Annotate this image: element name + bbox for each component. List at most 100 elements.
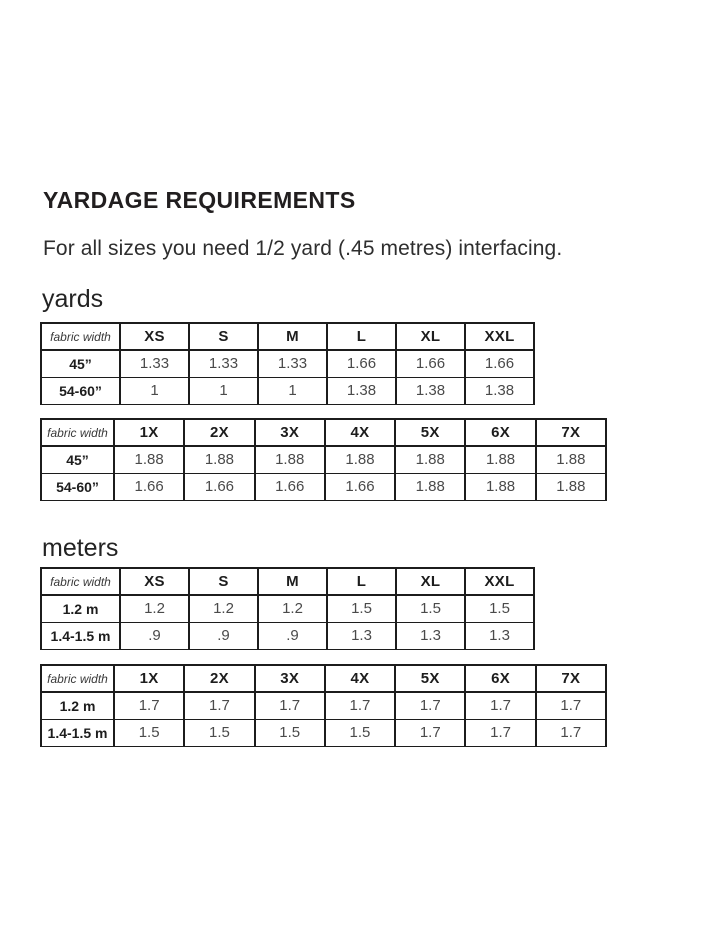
yardage-value-cell: .9 <box>188 621 259 650</box>
fabric-width-row-label: 1.4-1.5 m <box>40 718 115 747</box>
yardage-value-cell: 1.7 <box>394 691 467 720</box>
yardage-value-cell: 1.7 <box>464 691 537 720</box>
table-header-row: fabric width 1X 2X 3X 4X 5X 6X 7X <box>40 664 608 693</box>
fabric-width-row-label: 54-60” <box>40 376 121 405</box>
yardage-value-cell: 1.2 <box>119 594 190 623</box>
table-row: 54-60” 1 1 1 1.38 1.38 1.38 <box>40 376 535 405</box>
yardage-value-cell: 1.38 <box>395 376 466 405</box>
yardage-value-cell: 1.88 <box>394 445 467 474</box>
yardage-value-cell: 1.66 <box>253 472 326 501</box>
size-header-m: M <box>257 567 328 596</box>
table-row: 45” 1.88 1.88 1.88 1.88 1.88 1.88 1.88 <box>40 445 608 474</box>
yardage-value-cell: 1.7 <box>112 691 186 720</box>
fabric-width-corner-label: fabric width <box>40 567 121 596</box>
table-row: 1.2 m 1.7 1.7 1.7 1.7 1.7 1.7 1.7 <box>40 691 608 720</box>
yardage-value-cell: 1.5 <box>326 594 397 623</box>
size-header-l: L <box>326 322 397 351</box>
yardage-value-cell: 1.5 <box>112 718 186 747</box>
yardage-value-cell: 1.5 <box>253 718 326 747</box>
yardage-value-cell: 1.7 <box>183 691 256 720</box>
yardage-value-cell: 1.66 <box>395 349 466 378</box>
size-header-s: S <box>188 567 259 596</box>
yardage-value-cell: 1.5 <box>183 718 256 747</box>
size-header-l: L <box>326 567 397 596</box>
yardage-value-cell: 1.7 <box>464 718 537 747</box>
yardage-value-cell: 1.88 <box>534 445 608 474</box>
yardage-value-cell: 1.88 <box>183 445 256 474</box>
yardage-value-cell: 1.2 <box>188 594 259 623</box>
yardage-value-cell: .9 <box>257 621 328 650</box>
yardage-value-cell: .9 <box>119 621 190 650</box>
yardage-value-cell: 1.7 <box>323 691 397 720</box>
fabric-width-row-label: 54-60” <box>40 472 115 501</box>
yardage-value-cell: 1.5 <box>464 594 535 623</box>
yardage-value-cell: 1.66 <box>326 349 397 378</box>
fabric-width-corner-label: fabric width <box>40 418 115 447</box>
yardage-value-cell: 1 <box>257 376 328 405</box>
yardage-value-cell: 1.2 <box>257 594 328 623</box>
table-header-row: fabric width XS S M L XL XXL <box>40 567 535 596</box>
size-header-xs: XS <box>119 322 190 351</box>
size-header-6x: 6X <box>464 418 537 447</box>
size-header-xs: XS <box>119 567 190 596</box>
fabric-width-row-label: 45” <box>40 349 121 378</box>
yards-standard-sizes-table: fabric width XS S M L XL XXL 45” 1.33 1.33 1.33 1.6… <box>40 322 535 405</box>
yardage-value-cell: 1.3 <box>464 621 535 650</box>
size-header-xxl: XXL <box>464 567 535 596</box>
size-header-1x: 1X <box>112 418 186 447</box>
yardage-value-cell: 1.7 <box>253 691 326 720</box>
yardage-value-cell: 1.5 <box>323 718 397 747</box>
table-row: 45” 1.33 1.33 1.33 1.66 1.66 1.66 <box>40 349 535 378</box>
yardage-value-cell: 1.88 <box>253 445 326 474</box>
yards-plus-sizes-table: fabric width 1X 2X 3X 4X 5X 6X 7X 45” 1.88 1.88 1.8… <box>40 418 608 501</box>
table-header-row: fabric width 1X 2X 3X 4X 5X 6X 7X <box>40 418 608 447</box>
size-header-s: S <box>188 322 259 351</box>
size-header-xxl: XXL <box>464 322 535 351</box>
size-header-6x: 6X <box>464 664 537 693</box>
meters-plus-sizes-table: fabric width 1X 2X 3X 4X 5X 6X 7X 1.2 m 1.7 1.7 1.7… <box>40 664 608 747</box>
size-header-3x: 3X <box>253 664 326 693</box>
yardage-value-cell: 1.33 <box>257 349 328 378</box>
table-row: 1.4-1.5 m .9.9.9 1.3 1.3 1.3 <box>40 621 535 650</box>
yardage-value-cell: 1.88 <box>464 445 537 474</box>
yardage-value-cell: 1.88 <box>534 472 608 501</box>
size-header-xl: XL <box>395 322 466 351</box>
fabric-width-corner-label: fabric width <box>40 322 121 351</box>
size-header-2x: 2X <box>183 418 256 447</box>
size-header-7x: 7X <box>534 418 608 447</box>
size-header-4x: 4X <box>323 664 397 693</box>
yardage-value-cell: 1.38 <box>326 376 397 405</box>
table-row: 54-60” 1.66 1.66 1.66 1.66 1.88 1.88 1.88 <box>40 472 608 501</box>
interfacing-note: For all sizes you need 1/2 yard (.45 met… <box>43 237 563 260</box>
page-title: YARDAGE REQUIREMENTS <box>43 187 356 213</box>
yardage-value-cell: 1.3 <box>326 621 397 650</box>
size-header-4x: 4X <box>323 418 397 447</box>
fabric-width-row-label: 1.2 m <box>40 691 115 720</box>
size-header-5x: 5X <box>394 418 467 447</box>
yardage-value-cell: 1.7 <box>534 718 608 747</box>
size-header-1x: 1X <box>112 664 186 693</box>
size-header-7x: 7X <box>534 664 608 693</box>
fabric-width-row-label: 1.4-1.5 m <box>40 621 121 650</box>
yardage-value-cell: 1.7 <box>534 691 608 720</box>
yardage-value-cell: 1.33 <box>188 349 259 378</box>
yardage-value-cell: 1.3 <box>395 621 466 650</box>
fabric-width-corner-label: fabric width <box>40 664 115 693</box>
table-row: 1.2 m 1.2 1.2 1.2 1.5 1.5 1.5 <box>40 594 535 623</box>
yardage-value-cell: 1.7 <box>394 718 467 747</box>
yardage-value-cell: 1.88 <box>323 445 397 474</box>
yardage-value-cell: 1.66 <box>183 472 256 501</box>
size-header-3x: 3X <box>253 418 326 447</box>
fabric-width-row-label: 1.2 m <box>40 594 121 623</box>
size-header-5x: 5X <box>394 664 467 693</box>
yardage-value-cell: 1.66 <box>323 472 397 501</box>
yardage-value-cell: 1 <box>188 376 259 405</box>
yardage-value-cell: 1 <box>119 376 190 405</box>
yardage-value-cell: 1.5 <box>395 594 466 623</box>
section-label-yards: yards <box>42 285 104 313</box>
yardage-value-cell: 1.66 <box>112 472 186 501</box>
yardage-value-cell: 1.88 <box>464 472 537 501</box>
size-header-m: M <box>257 322 328 351</box>
yardage-value-cell: 1.33 <box>119 349 190 378</box>
yardage-value-cell: 1.88 <box>394 472 467 501</box>
